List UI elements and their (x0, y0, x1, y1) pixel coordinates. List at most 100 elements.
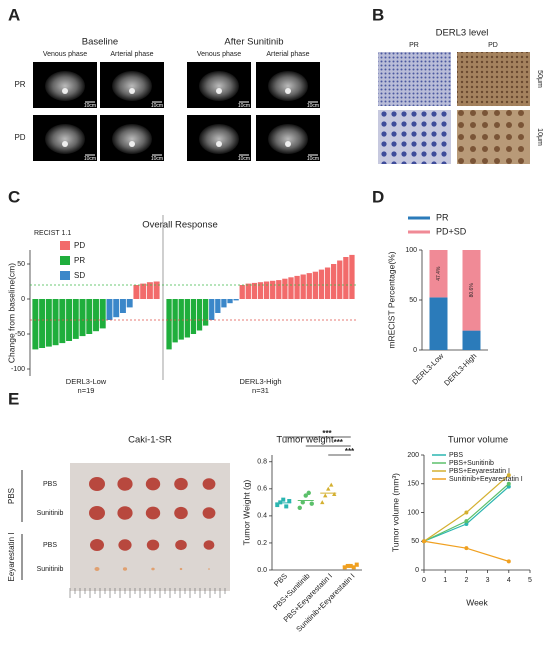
bar (184, 299, 190, 338)
tumor (122, 567, 128, 571)
dot (297, 505, 302, 510)
tumor (151, 567, 155, 571)
tumor (145, 477, 161, 491)
dot (306, 490, 311, 496)
legend-label: Sunitinib+Eeyarestatin I (449, 476, 523, 483)
ct-spine (129, 141, 135, 147)
y-tick-label: -50 (15, 331, 25, 338)
y-tick-label: 0.6 (257, 486, 267, 493)
ct-spine (129, 88, 135, 94)
ct-spine (62, 88, 68, 94)
y-tick-label: 0 (413, 347, 417, 354)
bar (294, 275, 300, 299)
marker (464, 522, 469, 526)
bar (153, 281, 160, 299)
scale-label: 10cm (151, 103, 163, 109)
y-tick-label: 50 (411, 538, 419, 545)
dot (323, 493, 328, 498)
line (423, 474, 510, 542)
histology-image (457, 52, 530, 106)
tumor (89, 506, 105, 520)
dot (354, 562, 359, 567)
significance-label: *** (322, 429, 332, 438)
bar (276, 280, 282, 299)
y-axis-label: Tumor volume (mm³) (390, 473, 400, 552)
dot (351, 565, 356, 570)
tumor (146, 539, 160, 551)
tumor (179, 567, 183, 571)
y-tick-label: 200 (407, 452, 419, 459)
marker (422, 539, 426, 544)
column-label: PD (488, 42, 498, 49)
scale-label: 10μm (536, 128, 543, 146)
x-tick-label: 5 (528, 577, 532, 584)
x-tick-label: 0 (422, 577, 426, 584)
scale-label: 10cm (84, 103, 96, 109)
scale-label: 10cm (84, 156, 96, 162)
dot (303, 493, 308, 498)
scale-label: 10cm (238, 156, 250, 162)
row-label: PD (14, 133, 25, 142)
y-tick-label: 0 (415, 567, 419, 574)
bar (245, 283, 251, 299)
bar (300, 274, 306, 299)
dot (275, 503, 280, 508)
bar (221, 299, 227, 308)
bar (263, 281, 270, 299)
bar (119, 299, 126, 313)
bar (178, 299, 184, 340)
y-axis-label: Tumor Weight (g) (241, 480, 251, 546)
panel-label: E (8, 389, 19, 408)
column-label: Venous phase (197, 51, 241, 58)
bar (331, 264, 337, 299)
dot (342, 565, 347, 570)
panel-label: D (372, 187, 384, 206)
legend-label: PBS (449, 452, 463, 459)
dot (348, 563, 353, 568)
y-tick-label: 0.0 (257, 567, 267, 574)
value-label: 80.6% (469, 283, 475, 298)
x-tick-label: 4 (507, 577, 511, 584)
x-tick-label: DERL3-Low (410, 351, 445, 386)
legend-label: PD (74, 241, 85, 250)
y-tick-label: 100 (407, 509, 419, 516)
column-label: Venous phase (43, 51, 87, 58)
bar (324, 267, 331, 299)
ct-body (45, 71, 85, 101)
group-label: PBS (7, 488, 16, 504)
histology-image (378, 52, 451, 106)
x-tick-label: PBS (272, 571, 289, 588)
value-label: 47.4% (436, 266, 442, 281)
chart-title: Overall Response (142, 220, 218, 231)
bar (146, 282, 153, 299)
dot (300, 500, 305, 505)
tumor (118, 539, 132, 551)
bar (202, 299, 209, 326)
dot (345, 563, 350, 568)
tumor (175, 539, 187, 551)
row-label: PR (14, 80, 25, 89)
bar (166, 299, 172, 350)
dot (278, 500, 283, 505)
bar (190, 299, 197, 334)
ct-spine (285, 88, 291, 94)
legend-swatch (60, 241, 70, 250)
ct-body (199, 124, 239, 154)
bar (318, 269, 325, 299)
x-tick-label: 3 (486, 577, 490, 584)
bar (227, 299, 233, 304)
significance-label: *** (345, 447, 355, 456)
bar (209, 299, 215, 320)
column-label: Arterial phase (110, 51, 153, 58)
ct-spine (216, 141, 222, 147)
y-tick-label: 0.8 (257, 459, 267, 466)
scale-label: 10cm (238, 103, 250, 109)
column-label: Arterial phase (266, 51, 309, 58)
row-label: Sunitinib (37, 510, 64, 517)
bar (39, 299, 46, 348)
bar (233, 299, 239, 301)
tumor (202, 478, 216, 490)
bar (59, 299, 66, 344)
bar (45, 299, 52, 347)
